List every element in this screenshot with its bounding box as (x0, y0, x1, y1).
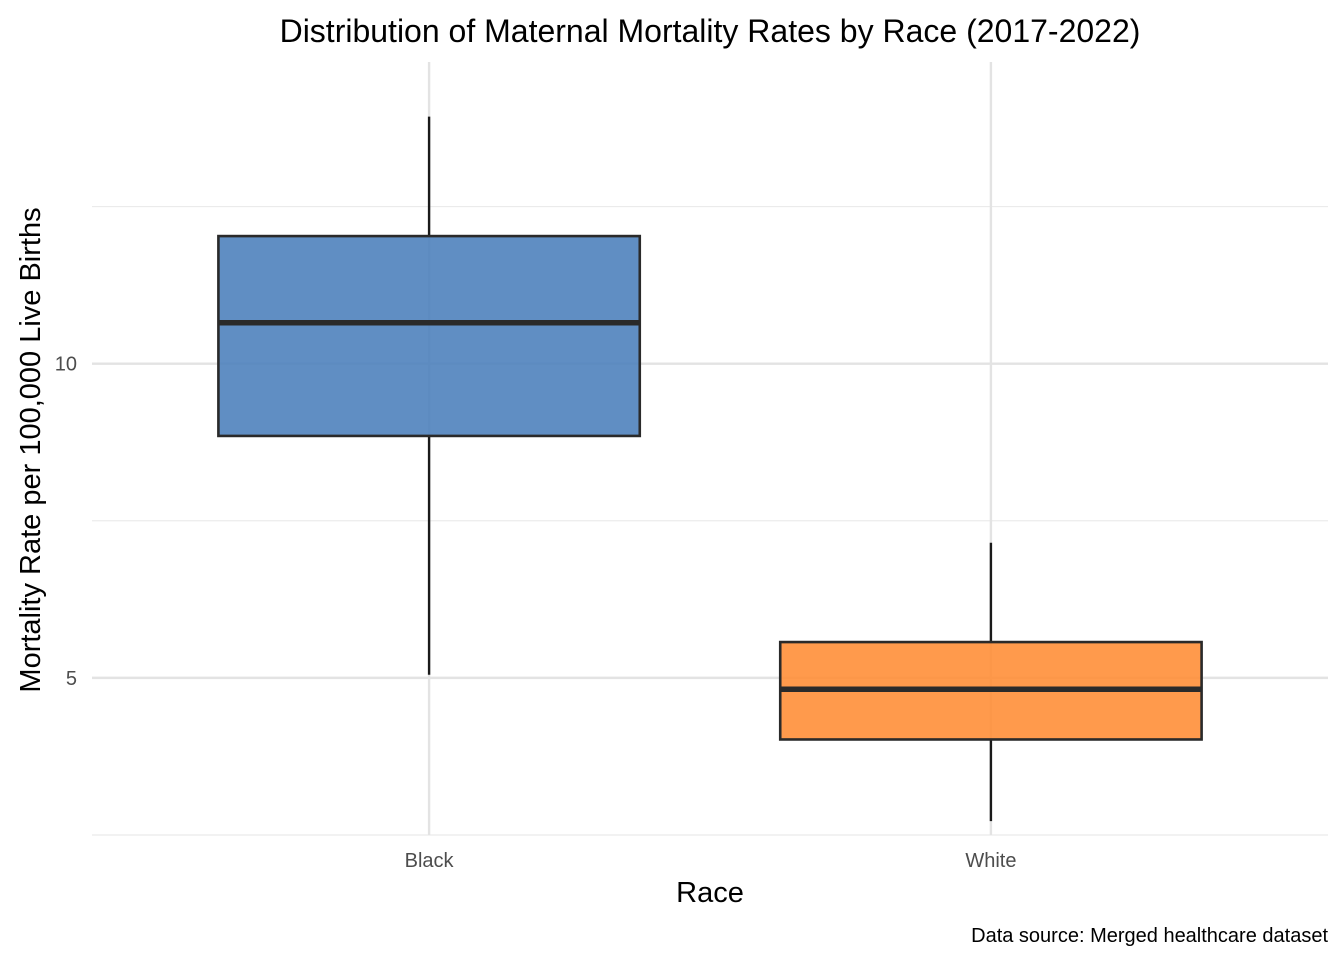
box-white (778, 542, 1203, 822)
data-source-caption: Data source: Merged healthcare dataset (971, 925, 1328, 947)
tick-layer: 5 10 Black White (55, 354, 1017, 872)
box-black (217, 116, 642, 675)
x-tick-label: White (965, 850, 1016, 872)
x-axis-title: Race (676, 877, 744, 909)
x-tick-label: Black (405, 850, 455, 872)
y-tick-label: 5 (66, 668, 77, 690)
y-axis-title: Mortality Rate per 100,000 Live Births (15, 207, 47, 692)
box-layer (217, 116, 1203, 822)
chart-title: Distribution of Maternal Mortality Rates… (280, 13, 1141, 49)
iqr-box (217, 234, 642, 438)
y-tick-label: 10 (55, 354, 77, 376)
